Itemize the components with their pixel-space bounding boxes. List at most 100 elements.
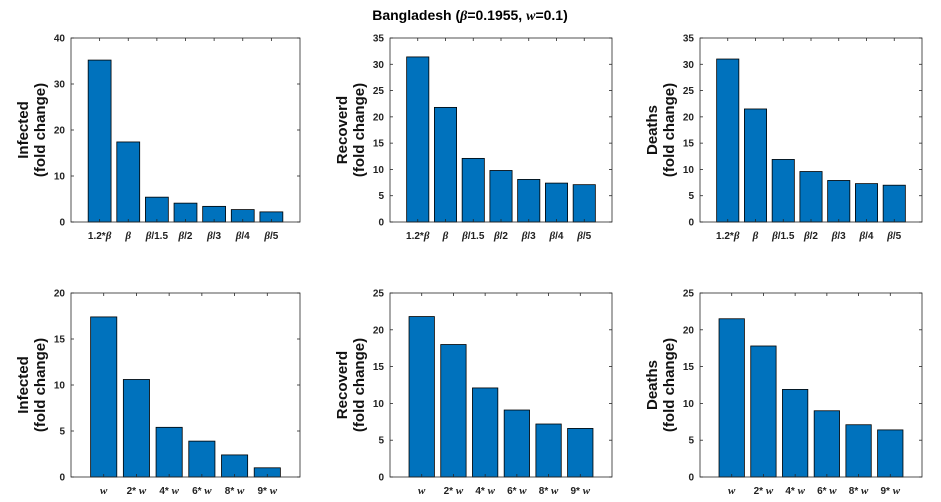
y-tick-label: 30	[683, 60, 695, 71]
bar	[188, 440, 216, 478]
x-tick-label-part: 2*	[754, 486, 766, 497]
x-tick-label-part: w	[418, 485, 426, 497]
y-axis-label-line: (fold change)	[661, 83, 678, 177]
bar	[122, 379, 150, 478]
x-tick-label-part: w	[139, 485, 147, 497]
x-tick-label: 8* w	[225, 485, 245, 497]
x-tick-label-part: w	[766, 485, 774, 497]
x-tick-label: β	[124, 230, 131, 242]
bar	[433, 106, 457, 223]
x-tick-label: 9* w	[880, 485, 900, 497]
x-tick-label-part: w	[270, 485, 278, 497]
x-tick-label: 4* w	[785, 485, 805, 497]
y-axis-label-line: Recoverd	[334, 351, 351, 419]
x-tick-label: β/2	[493, 230, 508, 242]
bar	[813, 410, 840, 478]
x-tick-label-part: β	[206, 230, 213, 242]
x-tick-label-part: 8*	[849, 486, 861, 497]
bar	[799, 171, 823, 223]
y-axis-label-line: Infected	[15, 356, 32, 414]
bar	[845, 424, 872, 478]
x-tick-label: 4* w	[475, 485, 495, 497]
y-tick-label: 40	[54, 34, 66, 45]
y-tick-label: 0	[688, 473, 694, 484]
x-tick-label-part: /4	[865, 231, 874, 242]
x-tick-label-part: 1.2*	[716, 231, 734, 242]
bar	[221, 454, 249, 478]
y-axis-label: Deaths(fold change)	[644, 83, 678, 177]
bar	[503, 409, 530, 478]
x-tick-label-part: w	[583, 485, 591, 497]
x-tick-label-part: w	[100, 485, 108, 497]
y-tick-label: 15	[373, 139, 385, 150]
bar	[567, 428, 594, 478]
x-tick-label-part: β	[576, 230, 583, 242]
bar	[517, 179, 541, 223]
x-tick-label: 1.2*β	[406, 230, 430, 242]
x-tick-label: 8* w	[849, 485, 869, 497]
x-tick-label-part: 4*	[475, 486, 487, 497]
y-tick-label: 0	[378, 218, 384, 229]
y-tick-label: 10	[683, 165, 695, 176]
y-tick-label: 20	[683, 112, 695, 123]
y-axis-label-line: (fold change)	[32, 83, 49, 177]
x-tick-label-part: 1.2*	[88, 231, 106, 242]
axis-box	[699, 292, 923, 478]
y-tick-label: 5	[378, 191, 384, 202]
bar	[406, 56, 430, 223]
x-tick-label-part: w	[829, 485, 837, 497]
bar	[572, 184, 596, 223]
figure-title-part: w	[526, 9, 536, 24]
y-tick-label: 30	[54, 80, 66, 91]
x-tick-label-part: w	[893, 485, 901, 497]
x-tick-label-part: β	[461, 230, 468, 242]
bar	[408, 316, 435, 478]
y-tick-label: 0	[59, 473, 65, 484]
x-tick-label-part: β	[124, 230, 131, 242]
figure-title-part: Bangladesh (	[372, 7, 460, 23]
x-tick-label-part: β	[549, 230, 556, 242]
x-tick-label: β/2	[178, 230, 193, 242]
bar	[145, 196, 169, 223]
x-tick-label: 9* w	[257, 485, 277, 497]
y-tick-label: 25	[373, 289, 385, 300]
x-tick-label-part: /5	[893, 231, 902, 242]
x-tick-label-part: w	[519, 485, 527, 497]
y-axis-label-line: Recoverd	[334, 96, 351, 164]
x-tick-label: β/3	[831, 230, 846, 242]
y-tick-label: 10	[373, 399, 385, 410]
x-tick-label-part: w	[551, 485, 559, 497]
x-tick-label-part: w	[204, 485, 212, 497]
x-tick-label-part: /4	[555, 231, 564, 242]
y-axis-label: Recoverd(fold change)	[334, 338, 368, 432]
y-axis-label: Infected(fold change)	[15, 338, 49, 432]
y-tick-label: 0	[59, 218, 65, 229]
x-tick-label-part: β	[771, 230, 778, 242]
bar	[855, 183, 879, 223]
bar	[489, 170, 513, 223]
bar	[545, 182, 569, 223]
y-tick-label: 0	[688, 218, 694, 229]
y-axis-label: Infected(fold change)	[15, 83, 49, 177]
figure-title-part: β	[459, 9, 468, 24]
x-tick-label-part: w	[728, 485, 736, 497]
y-tick-label: 15	[54, 335, 66, 346]
x-tick-label: β/4	[549, 230, 564, 242]
bar	[535, 423, 562, 478]
x-tick-label-part: w	[237, 485, 245, 497]
x-tick-label: w	[100, 485, 108, 497]
x-tick-label: 1.2*β	[88, 230, 112, 242]
x-tick-label-part: β	[831, 230, 838, 242]
x-tick-label: 1.2*β	[716, 230, 740, 242]
x-tick-label: w	[728, 485, 736, 497]
y-axis-label-line: (fold change)	[351, 338, 368, 432]
bar	[155, 426, 183, 478]
y-axis-label-line: Deaths	[644, 105, 661, 155]
x-tick-label-part: β	[235, 230, 242, 242]
x-tick-label-part: β	[521, 230, 528, 242]
x-tick-label-part: 8*	[539, 486, 551, 497]
